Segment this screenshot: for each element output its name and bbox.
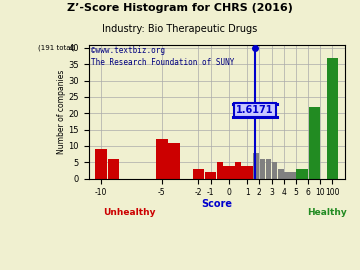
Text: The Research Foundation of SUNY: The Research Foundation of SUNY <box>91 58 235 67</box>
Bar <box>156 139 167 179</box>
Bar <box>284 172 289 179</box>
Text: ©www.textbiz.org: ©www.textbiz.org <box>91 46 165 55</box>
Bar <box>223 166 229 179</box>
Bar <box>296 169 302 179</box>
Bar <box>217 162 222 179</box>
Bar <box>235 162 241 179</box>
Bar <box>302 169 308 179</box>
Bar <box>108 159 119 179</box>
Bar <box>247 166 253 179</box>
Bar <box>309 107 320 179</box>
Bar <box>278 169 284 179</box>
Bar <box>327 58 338 179</box>
Text: 1.6171: 1.6171 <box>237 105 274 115</box>
Bar <box>193 169 204 179</box>
Y-axis label: Number of companies: Number of companies <box>57 69 66 154</box>
Bar <box>95 149 107 179</box>
Text: Unhealthy: Unhealthy <box>103 208 156 217</box>
Bar <box>241 166 247 179</box>
Bar <box>253 153 259 179</box>
Text: (191 total): (191 total) <box>38 45 75 51</box>
Bar <box>168 143 180 179</box>
Bar <box>266 159 271 179</box>
Bar <box>205 172 216 179</box>
Text: Industry: Bio Therapeutic Drugs: Industry: Bio Therapeutic Drugs <box>102 24 258 34</box>
X-axis label: Score: Score <box>201 199 232 209</box>
Bar <box>290 172 296 179</box>
Text: Healthy: Healthy <box>307 208 347 217</box>
Bar <box>229 166 235 179</box>
Text: Z’-Score Histogram for CHRS (2016): Z’-Score Histogram for CHRS (2016) <box>67 3 293 13</box>
Bar <box>260 159 265 179</box>
Bar <box>272 162 278 179</box>
